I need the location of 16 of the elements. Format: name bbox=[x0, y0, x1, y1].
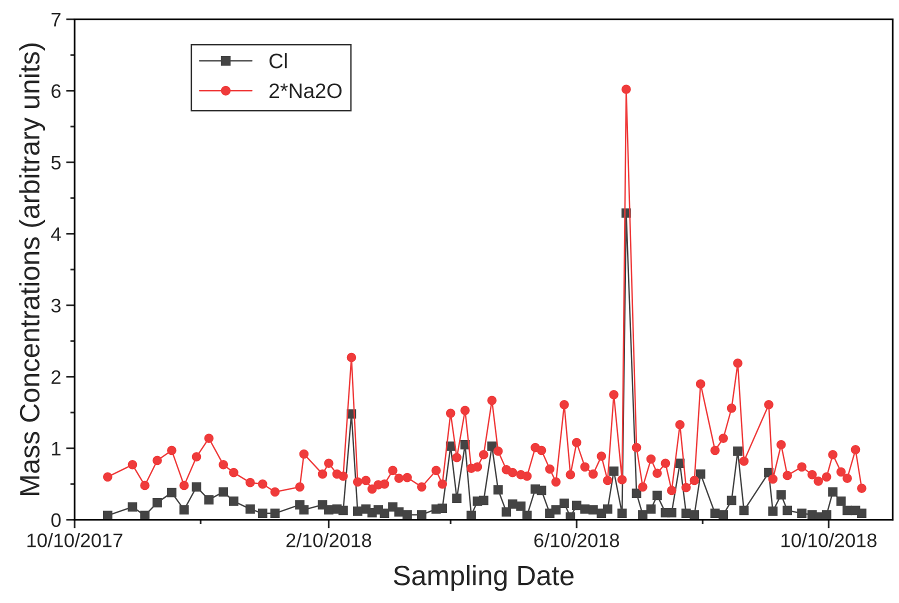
y-tick-label: 1 bbox=[52, 442, 60, 456]
legend-label: Cl bbox=[270, 53, 287, 68]
y-tick-label: 0 bbox=[51, 513, 61, 528]
x-axis-title: Sampling Date bbox=[394, 564, 574, 591]
y-tick-label: 2 bbox=[52, 370, 60, 384]
y-tick-label: 6 bbox=[52, 84, 61, 98]
x-tick-label: 10/10/2017 bbox=[27, 532, 122, 548]
y-tick-label: 5 bbox=[51, 156, 61, 170]
y-tick-label: 3 bbox=[51, 298, 61, 313]
y-axis-title: Mass Concentrations (arbitrary units) bbox=[19, 44, 46, 495]
y-tick-label: 4 bbox=[51, 227, 61, 241]
x-tick-label: 6/10/2018 bbox=[534, 532, 620, 548]
x-tick-label: 2/10/2018 bbox=[286, 532, 372, 548]
y-tick-label: 7 bbox=[52, 12, 60, 26]
legend-label: 2*Na2O bbox=[270, 83, 342, 98]
x-tick-label: 10/10/2018 bbox=[781, 532, 876, 548]
